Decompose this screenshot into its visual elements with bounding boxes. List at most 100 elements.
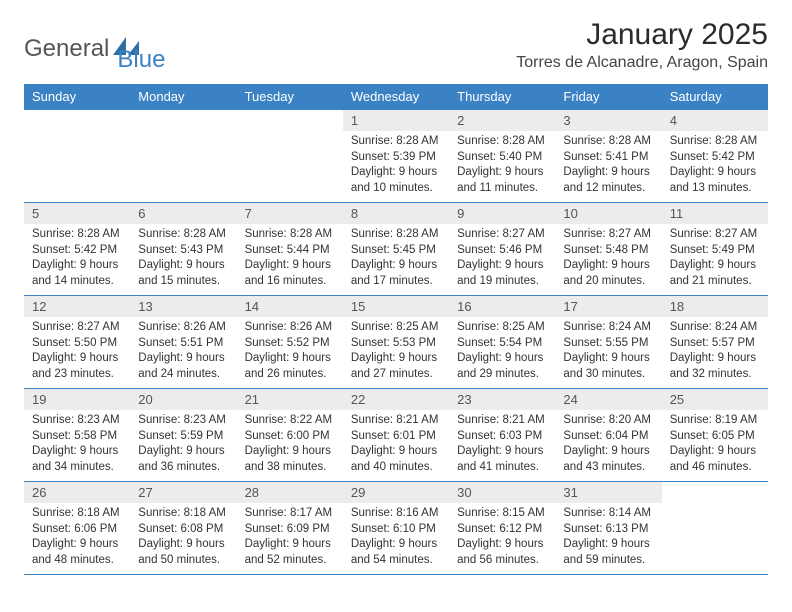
sunrise-text: Sunrise: 8:14 AM <box>563 506 653 522</box>
calendar-week-row: 26Sunrise: 8:18 AMSunset: 6:06 PMDayligh… <box>24 482 768 575</box>
day-body: Sunrise: 8:25 AMSunset: 5:53 PMDaylight:… <box>343 317 449 388</box>
day-body: Sunrise: 8:27 AMSunset: 5:48 PMDaylight:… <box>555 224 661 295</box>
page-header: General Blue January 2025 Torres de Alca… <box>24 18 768 74</box>
brand-part2: Blue <box>117 46 165 74</box>
day-number: 17 <box>555 296 661 317</box>
day-number: 15 <box>343 296 449 317</box>
daylight-text: Daylight: 9 hours <box>457 165 547 181</box>
daylight-text: and 43 minutes. <box>563 460 653 476</box>
brand-logo: General Blue <box>24 24 165 74</box>
sunset-text: Sunset: 5:57 PM <box>670 336 760 352</box>
daylight-text: and 17 minutes. <box>351 274 441 290</box>
sunrise-text: Sunrise: 8:23 AM <box>32 413 122 429</box>
day-body: Sunrise: 8:28 AMSunset: 5:43 PMDaylight:… <box>130 224 236 295</box>
sunrise-text: Sunrise: 8:26 AM <box>245 320 335 336</box>
weekday-header-row: Sunday Monday Tuesday Wednesday Thursday… <box>24 84 768 110</box>
sunrise-text: Sunrise: 8:25 AM <box>351 320 441 336</box>
daylight-text: Daylight: 9 hours <box>351 444 441 460</box>
weekday-header: Saturday <box>662 84 768 110</box>
calendar-cell: 20Sunrise: 8:23 AMSunset: 5:59 PMDayligh… <box>130 389 236 482</box>
calendar-cell: 21Sunrise: 8:22 AMSunset: 6:00 PMDayligh… <box>237 389 343 482</box>
sunrise-text: Sunrise: 8:18 AM <box>138 506 228 522</box>
day-body: Sunrise: 8:16 AMSunset: 6:10 PMDaylight:… <box>343 503 449 574</box>
day-number: 24 <box>555 389 661 410</box>
day-number: 9 <box>449 203 555 224</box>
sunrise-text: Sunrise: 8:19 AM <box>670 413 760 429</box>
day-number: 31 <box>555 482 661 503</box>
day-number: 6 <box>130 203 236 224</box>
daylight-text: Daylight: 9 hours <box>138 351 228 367</box>
daylight-text: Daylight: 9 hours <box>457 258 547 274</box>
daylight-text: and 48 minutes. <box>32 553 122 569</box>
daylight-text: and 10 minutes. <box>351 181 441 197</box>
sunset-text: Sunset: 6:04 PM <box>563 429 653 445</box>
daylight-text: and 32 minutes. <box>670 367 760 383</box>
sunrise-text: Sunrise: 8:26 AM <box>138 320 228 336</box>
daylight-text: Daylight: 9 hours <box>351 165 441 181</box>
sunrise-text: Sunrise: 8:27 AM <box>32 320 122 336</box>
daylight-text: Daylight: 9 hours <box>563 165 653 181</box>
calendar-cell: 1Sunrise: 8:28 AMSunset: 5:39 PMDaylight… <box>343 110 449 203</box>
daylight-text: Daylight: 9 hours <box>457 537 547 553</box>
day-number: 28 <box>237 482 343 503</box>
day-number: 30 <box>449 482 555 503</box>
daylight-text: Daylight: 9 hours <box>563 351 653 367</box>
sunset-text: Sunset: 5:45 PM <box>351 243 441 259</box>
sunset-text: Sunset: 5:49 PM <box>670 243 760 259</box>
day-body: Sunrise: 8:27 AMSunset: 5:49 PMDaylight:… <box>662 224 768 295</box>
sunset-text: Sunset: 5:52 PM <box>245 336 335 352</box>
day-number: 4 <box>662 110 768 131</box>
location: Torres de Alcanadre, Aragon, Spain <box>516 54 768 72</box>
day-number: 2 <box>449 110 555 131</box>
sunrise-text: Sunrise: 8:16 AM <box>351 506 441 522</box>
day-number: 14 <box>237 296 343 317</box>
sunrise-text: Sunrise: 8:21 AM <box>351 413 441 429</box>
day-number: 11 <box>662 203 768 224</box>
daylight-text: and 26 minutes. <box>245 367 335 383</box>
day-number: 25 <box>662 389 768 410</box>
calendar-cell <box>24 110 130 203</box>
daylight-text: Daylight: 9 hours <box>563 537 653 553</box>
calendar-cell: 27Sunrise: 8:18 AMSunset: 6:08 PMDayligh… <box>130 482 236 575</box>
daylight-text: and 16 minutes. <box>245 274 335 290</box>
calendar-cell: 10Sunrise: 8:27 AMSunset: 5:48 PMDayligh… <box>555 203 661 296</box>
brand-part1: General <box>24 35 109 63</box>
sunset-text: Sunset: 5:41 PM <box>563 150 653 166</box>
sunrise-text: Sunrise: 8:27 AM <box>563 227 653 243</box>
day-body: Sunrise: 8:26 AMSunset: 5:51 PMDaylight:… <box>130 317 236 388</box>
sunrise-text: Sunrise: 8:28 AM <box>32 227 122 243</box>
calendar-cell: 29Sunrise: 8:16 AMSunset: 6:10 PMDayligh… <box>343 482 449 575</box>
sunset-text: Sunset: 6:13 PM <box>563 522 653 538</box>
day-body: Sunrise: 8:25 AMSunset: 5:54 PMDaylight:… <box>449 317 555 388</box>
daylight-text: and 50 minutes. <box>138 553 228 569</box>
day-body: Sunrise: 8:20 AMSunset: 6:04 PMDaylight:… <box>555 410 661 481</box>
sunrise-text: Sunrise: 8:28 AM <box>670 134 760 150</box>
sunrise-text: Sunrise: 8:18 AM <box>32 506 122 522</box>
day-body: Sunrise: 8:26 AMSunset: 5:52 PMDaylight:… <box>237 317 343 388</box>
day-number: 29 <box>343 482 449 503</box>
daylight-text: Daylight: 9 hours <box>245 537 335 553</box>
day-number: 5 <box>24 203 130 224</box>
calendar-cell: 13Sunrise: 8:26 AMSunset: 5:51 PMDayligh… <box>130 296 236 389</box>
day-number: 1 <box>343 110 449 131</box>
sunrise-text: Sunrise: 8:28 AM <box>351 134 441 150</box>
calendar-cell <box>662 482 768 575</box>
daylight-text: Daylight: 9 hours <box>138 444 228 460</box>
sunset-text: Sunset: 5:42 PM <box>670 150 760 166</box>
daylight-text: and 20 minutes. <box>563 274 653 290</box>
daylight-text: Daylight: 9 hours <box>457 351 547 367</box>
daylight-text: and 27 minutes. <box>351 367 441 383</box>
weekday-header: Sunday <box>24 84 130 110</box>
sunrise-text: Sunrise: 8:25 AM <box>457 320 547 336</box>
calendar-cell: 4Sunrise: 8:28 AMSunset: 5:42 PMDaylight… <box>662 110 768 203</box>
sunset-text: Sunset: 6:08 PM <box>138 522 228 538</box>
sunset-text: Sunset: 6:00 PM <box>245 429 335 445</box>
daylight-text: Daylight: 9 hours <box>670 444 760 460</box>
daylight-text: and 34 minutes. <box>32 460 122 476</box>
day-body: Sunrise: 8:28 AMSunset: 5:45 PMDaylight:… <box>343 224 449 295</box>
calendar-cell: 9Sunrise: 8:27 AMSunset: 5:46 PMDaylight… <box>449 203 555 296</box>
day-number: 26 <box>24 482 130 503</box>
calendar-cell: 11Sunrise: 8:27 AMSunset: 5:49 PMDayligh… <box>662 203 768 296</box>
day-body: Sunrise: 8:28 AMSunset: 5:42 PMDaylight:… <box>662 131 768 202</box>
daylight-text: and 15 minutes. <box>138 274 228 290</box>
